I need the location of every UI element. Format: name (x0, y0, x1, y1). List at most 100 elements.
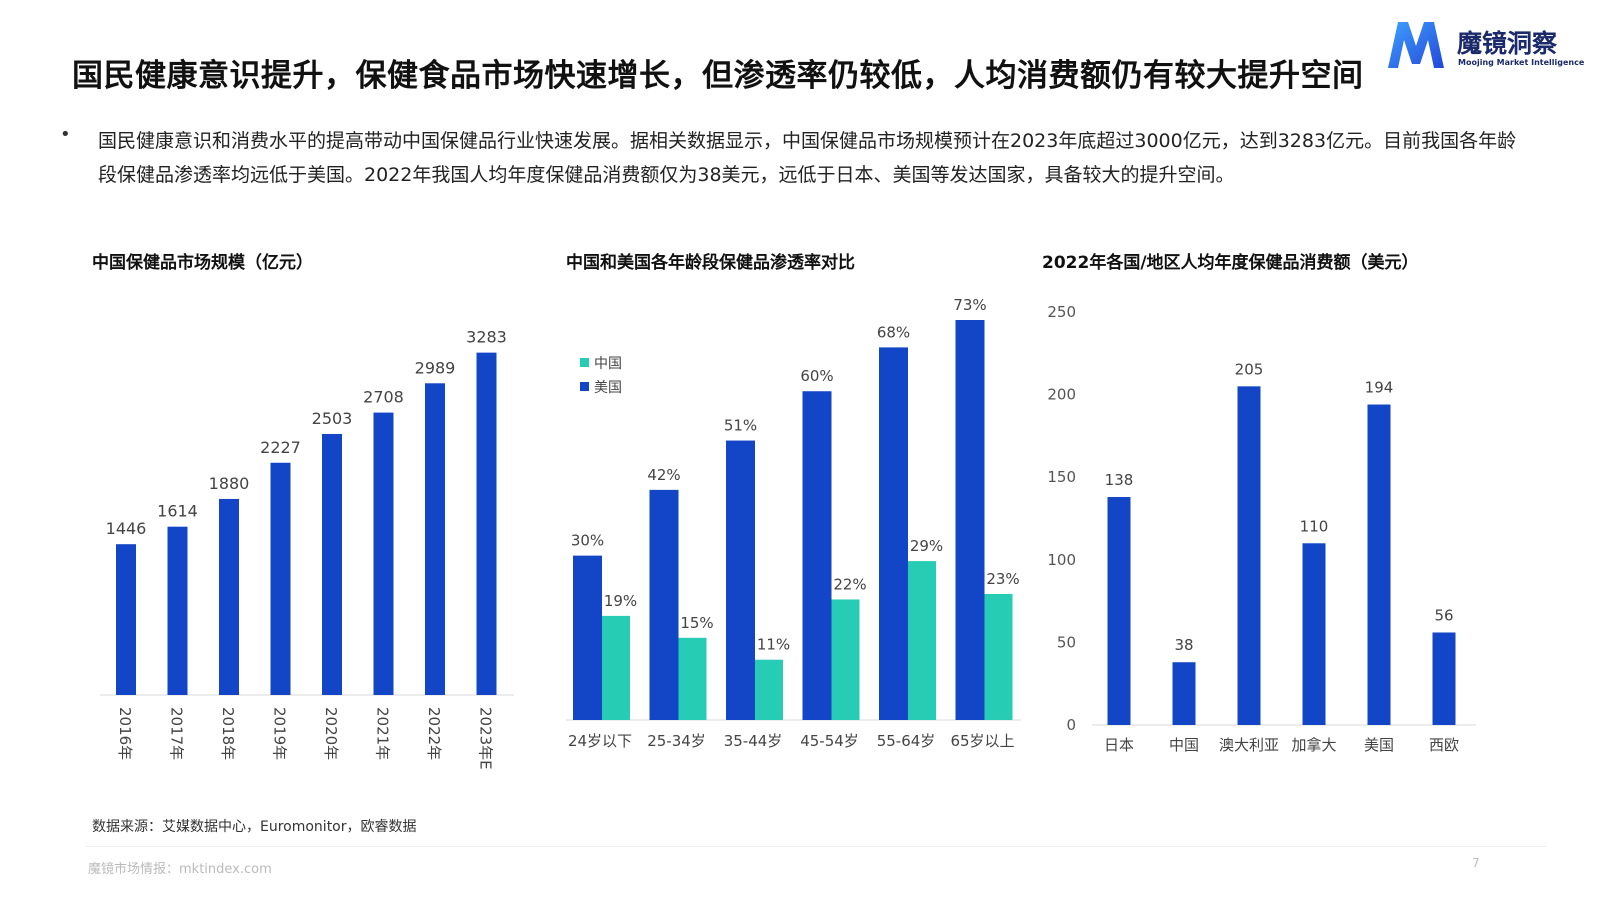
chart3-ytick-label: 50 (1057, 633, 1076, 651)
chart2-value-label-us: 30% (571, 532, 604, 550)
page-title: 国民健康意识提升，保健食品市场快速增长，但渗透率仍较低，人均消费额仍有较大提升空… (72, 58, 1364, 94)
chart1-bar (219, 498, 239, 695)
chart3-category-label: 美国 (1364, 736, 1394, 754)
chart3-category-label: 日本 (1104, 736, 1134, 754)
chart1-category-label: 2023年E (477, 707, 495, 770)
chart2-bar-us (573, 555, 602, 720)
chart2-value-label-cn: 23% (986, 570, 1019, 588)
chart2-value-label-cn: 19% (604, 592, 637, 610)
chart3-bar (1432, 632, 1456, 725)
chart3-value-label: 138 (1105, 471, 1134, 489)
chart3-bar (1107, 497, 1131, 725)
chart1-category-label: 2021年 (374, 707, 392, 760)
chart3-category-label: 中国 (1169, 736, 1199, 754)
chart1-category-label: 2017年 (168, 707, 186, 760)
chart2-bar-us (649, 489, 679, 720)
chart1-value-label: 2989 (415, 358, 456, 377)
chart3-bar (1302, 543, 1326, 725)
chart3-ytick-label: 0 (1066, 716, 1076, 734)
chart2-bar-cn (678, 637, 707, 720)
chart1-value-label: 1880 (209, 474, 250, 493)
chart1-bar (167, 526, 188, 695)
summary: • 国民健康意识和消费水平的提高带动中国保健品行业快速发展。据相关数据显示，中国… (60, 124, 1530, 192)
chart2-bar-us (726, 440, 755, 720)
chart3-bar (1367, 404, 1391, 725)
chart3-value-label: 56 (1434, 606, 1453, 624)
chart1-value-label: 1446 (106, 519, 147, 538)
chart3-value-label: 205 (1235, 360, 1264, 378)
chart2-title: 中国和美国各年龄段保健品渗透率对比 (566, 253, 855, 273)
chart1-bar (476, 352, 497, 695)
chart1-category-label: 2022年 (425, 707, 443, 760)
chart2-value-label-us: 51% (724, 417, 757, 435)
page-number: 7 (1472, 856, 1480, 870)
chart3-ytick-label: 200 (1047, 386, 1076, 404)
chart2-value-label-us: 73% (953, 296, 986, 314)
chart2-value-label-us: 68% (877, 323, 910, 341)
chart3-bar (1172, 662, 1196, 725)
market-size-chart: 1446 2016年 1614 2017年 1880 2018年 2227 2019年 2503… (100, 328, 514, 770)
chart2-category-label: 35-44岁 (724, 732, 783, 750)
chart1-value-label: 2503 (312, 409, 353, 428)
chart2-bar-us (879, 347, 908, 720)
per-capita-chart: 0 50 100 150 200 250 138 日本 38 中国 205 澳大利亚 110 加拿大 194… (1047, 303, 1476, 754)
chart2-value-label-cn: 11% (757, 636, 790, 654)
chart1-bar (116, 544, 136, 695)
chart3-value-label: 110 (1300, 517, 1329, 535)
chart1-category-label: 2020年 (322, 707, 340, 760)
chart2-category-label: 45-54岁 (800, 732, 859, 750)
chart2-category-label: 55-64岁 (877, 732, 936, 750)
logo: 魔镜洞察 Moojing Market Intelligence (1384, 16, 1584, 76)
chart2-bar-us (802, 391, 832, 720)
chart2-bar-cn (602, 615, 630, 720)
chart1-title: 中国保健品市场规模（亿元） (92, 253, 313, 273)
chart1-value-label: 2227 (260, 438, 301, 457)
chart2-value-label-us: 42% (647, 466, 680, 484)
chart2-legend-swatch (580, 382, 589, 391)
chart2-value-label-us: 60% (800, 367, 833, 385)
data-source: 数据来源：艾媒数据中心，Euromonitor，欧睿数据 (92, 819, 417, 835)
chart1-bar (270, 462, 291, 695)
logo-name: 魔镜洞察 (1457, 29, 1558, 58)
chart1-bar (322, 433, 342, 695)
chart1-bar (425, 383, 445, 695)
chart3-title: 2022年各国/地区人均年度保健品消费额（美元） (1042, 253, 1419, 273)
chart1-value-label: 3283 (466, 328, 507, 347)
chart3-ytick-label: 250 (1047, 303, 1076, 321)
chart2-bar-cn (755, 659, 783, 720)
chart2-bar-us (955, 320, 985, 720)
penetration-chart: 30% 19% 24岁以下 42% 15% 25-34岁 51% 11% 35-44岁 60% 22… (566, 296, 1021, 750)
chart1-value-label: 1614 (157, 502, 198, 521)
logo-mark-icon (1388, 22, 1444, 68)
chart2-bar-cn (908, 561, 936, 720)
footer-site: 魔镜市场情报：mktindex.com (88, 862, 272, 877)
chart1-category-label: 2016年 (116, 707, 134, 760)
chart2-legend-label: 中国 (594, 356, 622, 372)
chart2-value-label-cn: 29% (910, 537, 943, 555)
chart2-category-label: 65岁以上 (950, 732, 1014, 750)
chart2-category-label: 25-34岁 (647, 732, 706, 750)
chart1-bar (373, 412, 394, 695)
summary-bullet: • (60, 124, 71, 145)
footer-divider (86, 846, 1546, 847)
chart1-category-label: 2019年 (271, 707, 289, 760)
chart3-category-label: 澳大利亚 (1219, 736, 1279, 754)
chart2-legend-swatch (580, 358, 589, 367)
chart3-value-label: 38 (1174, 636, 1193, 654)
chart2-value-label-cn: 15% (680, 614, 713, 632)
logo-subtitle: Moojing Market Intelligence (1458, 58, 1585, 67)
chart2-bar-cn (831, 599, 860, 720)
chart3-bar (1237, 386, 1261, 725)
chart3-ytick-label: 150 (1047, 468, 1076, 486)
chart1-category-label: 2018年 (219, 707, 237, 760)
chart1-value-label: 2708 (363, 388, 404, 407)
chart3-category-label: 西欧 (1429, 736, 1459, 754)
summary-text: 国民健康意识和消费水平的提高带动中国保健品行业快速发展。据相关数据显示，中国保健… (98, 130, 1517, 186)
chart2-category-label: 24岁以下 (568, 732, 632, 750)
chart3-category-label: 加拿大 (1291, 736, 1336, 754)
chart2-bar-cn (984, 593, 1013, 720)
chart2-legend-label: 美国 (594, 380, 622, 396)
chart3-ytick-label: 100 (1047, 551, 1076, 569)
chart2-value-label-cn: 22% (833, 575, 866, 593)
chart3-value-label: 194 (1365, 379, 1394, 397)
